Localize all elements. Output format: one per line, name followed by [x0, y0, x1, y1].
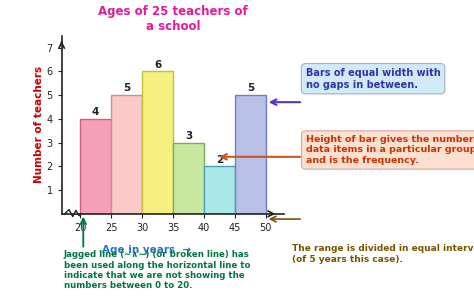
Text: 5: 5 — [123, 83, 130, 93]
Bar — [80, 119, 111, 214]
Bar — [173, 143, 204, 214]
Bar — [204, 166, 235, 214]
Text: Age in years  →: Age in years → — [102, 245, 191, 255]
Bar — [235, 95, 266, 214]
Bar — [111, 95, 142, 214]
Y-axis label: Number of teachers: Number of teachers — [34, 66, 44, 183]
Text: 5: 5 — [247, 83, 254, 93]
Text: 4: 4 — [92, 107, 100, 117]
Text: Jagged line (∼∧∼) (or broken line) has
been used along the horizontal line to
in: Jagged line (∼∧∼) (or broken line) has b… — [64, 250, 250, 290]
Bar — [142, 71, 173, 214]
Text: The range is divided in equal intervals
(of 5 years this case).: The range is divided in equal intervals … — [292, 244, 474, 264]
Text: Height of bar gives the number of
data items in a particular group
and is the fr: Height of bar gives the number of data i… — [306, 135, 474, 165]
Text: Bars of equal width with
no gaps in between.: Bars of equal width with no gaps in betw… — [306, 68, 440, 89]
Text: 3: 3 — [185, 131, 192, 141]
Title: Ages of 25 teachers of
a school: Ages of 25 teachers of a school — [98, 5, 248, 33]
Text: 2: 2 — [216, 155, 223, 165]
Text: 6: 6 — [154, 60, 161, 69]
